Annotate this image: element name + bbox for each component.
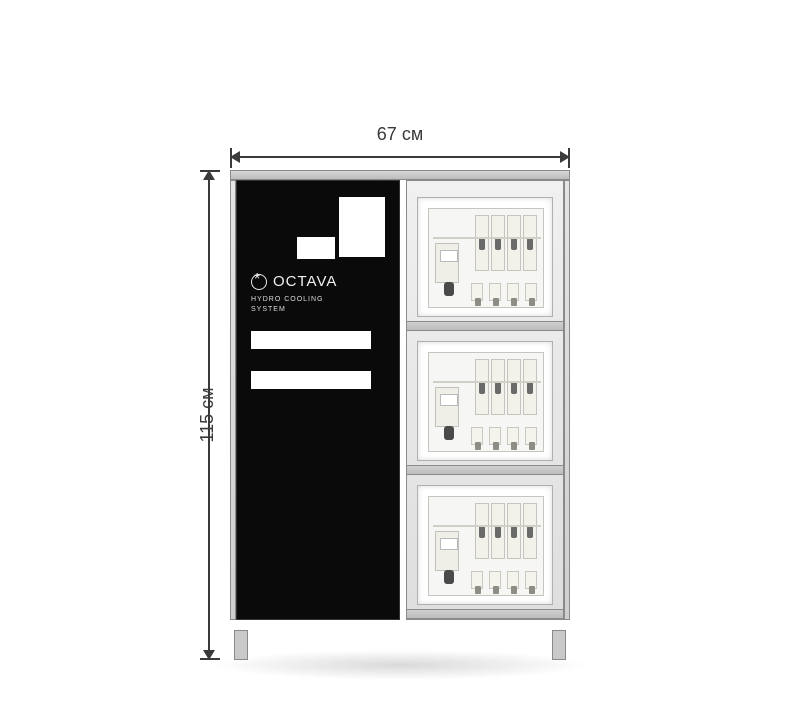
terminal-post <box>507 571 519 589</box>
breaker-row <box>475 215 537 271</box>
cabinet-left-door: OCTAVA HYDRO COOLING SYSTEM <box>236 180 400 620</box>
power-plug <box>435 243 459 283</box>
dimension-width: 67 см <box>230 144 570 168</box>
power-plug <box>435 387 459 427</box>
terminal-post <box>489 571 501 589</box>
breaker-pole <box>491 503 505 559</box>
terminal-post <box>471 571 483 589</box>
equipment-bay <box>417 485 553 605</box>
breaker-pole <box>507 215 521 271</box>
dim-tick <box>200 658 220 660</box>
shelf-divider <box>407 321 563 331</box>
door-slot-b <box>251 371 371 389</box>
dim-tick <box>568 148 570 168</box>
display-small-cutout <box>297 237 335 259</box>
display-large-cutout <box>339 197 385 257</box>
shelf-divider <box>407 465 563 475</box>
terminal-post <box>507 427 519 445</box>
breaker-pole <box>491 359 505 415</box>
cabinet: OCTAVA HYDRO COOLING SYSTEM <box>230 170 570 630</box>
diagram-stage: 67 см 115 см OCTAVA HYDRO COOLING SYSTEM <box>0 0 807 720</box>
door-slot-a <box>251 331 371 349</box>
terminal-post <box>471 283 483 301</box>
breaker-pole <box>507 359 521 415</box>
terminal-row <box>471 283 537 301</box>
breaker-pole <box>475 503 489 559</box>
breaker-pole <box>475 215 489 271</box>
power-plug <box>435 531 459 571</box>
brand-row: OCTAVA <box>251 273 337 290</box>
terminal-row <box>471 427 537 445</box>
terminal-post <box>471 427 483 445</box>
terminal-post <box>525 427 537 445</box>
breaker-pole <box>523 503 537 559</box>
dim-line <box>208 170 210 660</box>
breaker-pole <box>507 503 521 559</box>
cabinet-right-stile <box>564 180 570 620</box>
breaker-pole <box>491 215 505 271</box>
terminal-post <box>525 283 537 301</box>
breaker-row <box>475 359 537 415</box>
terminal-post <box>489 283 501 301</box>
dimension-width-label: 67 см <box>230 124 570 145</box>
dimension-height: 115 см <box>196 170 220 660</box>
cabinet-leg <box>234 630 248 660</box>
cabinet-right-frame <box>406 180 564 620</box>
snowflake-circle-icon <box>251 274 267 290</box>
cabinet-top-rail <box>230 170 570 180</box>
breaker-row <box>475 503 537 559</box>
psu-module <box>428 208 544 308</box>
floor-shadow <box>210 650 590 680</box>
equipment-bay <box>417 197 553 317</box>
terminal-post <box>489 427 501 445</box>
dim-line <box>230 156 570 158</box>
breaker-pole <box>475 359 489 415</box>
cabinet-leg <box>552 630 566 660</box>
breaker-pole <box>523 359 537 415</box>
brand-subtitle: HYDRO COOLING SYSTEM <box>251 295 324 315</box>
brand-name: OCTAVA <box>273 273 337 290</box>
terminal-row <box>471 571 537 589</box>
terminal-post <box>525 571 537 589</box>
breaker-pole <box>523 215 537 271</box>
shelf-divider <box>407 609 563 619</box>
psu-module <box>428 496 544 596</box>
equipment-bay <box>417 341 553 461</box>
terminal-post <box>507 283 519 301</box>
psu-module <box>428 352 544 452</box>
